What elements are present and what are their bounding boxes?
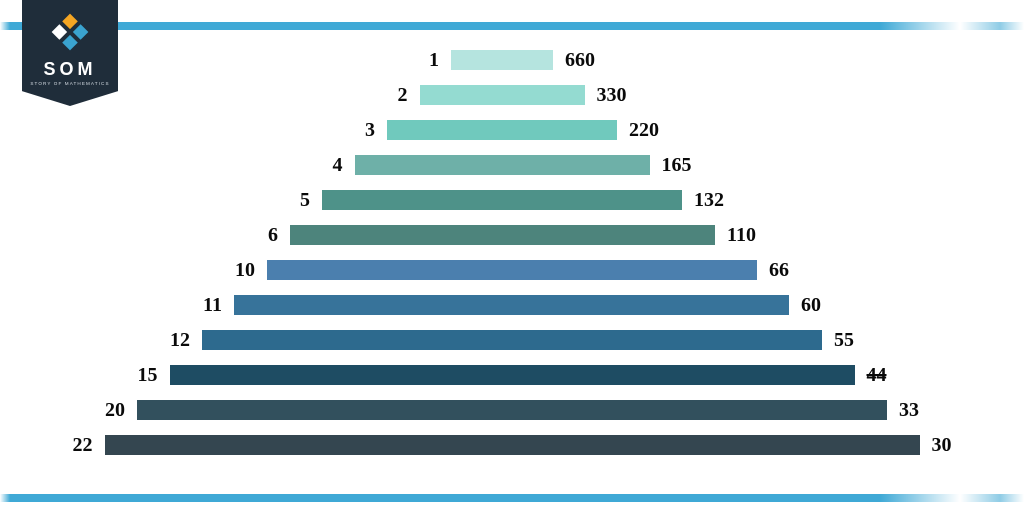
row-left-label: 15 — [138, 365, 158, 385]
chart-row: 3 220 — [0, 120, 1024, 140]
row-right-label: 33 — [899, 400, 919, 420]
row-bar — [267, 260, 757, 280]
chart-row: 2033 — [0, 400, 1024, 420]
row-left-label: 12 — [170, 330, 190, 350]
chart-row: 22 30 — [0, 435, 1024, 455]
row-right-label: 60 — [801, 295, 821, 315]
logo-quad-right — [73, 24, 89, 40]
logo-quad-top — [62, 14, 78, 30]
row-left-label: 3 — [365, 120, 375, 140]
row-left-label: 2 — [398, 85, 408, 105]
row-bar — [420, 85, 585, 105]
row-right-label: 55 — [834, 330, 854, 350]
row-bar — [290, 225, 715, 245]
factor-pyramid-chart: 1660233032204165513261101066116012551544… — [0, 50, 1024, 480]
row-right-label: 66 — [769, 260, 789, 280]
row-left-label: 1 — [429, 50, 439, 70]
row-right-label: 132 — [694, 190, 724, 210]
row-left-label: 10 — [235, 260, 255, 280]
chart-row: 10 66 — [0, 260, 1024, 280]
row-bar — [451, 50, 553, 70]
chart-row: 1660 — [0, 50, 1024, 70]
logo-quad-left — [52, 24, 68, 40]
row-left-label: 22 — [73, 435, 93, 455]
logo-quad-bottom — [62, 35, 78, 51]
chart-row: 5 132 — [0, 190, 1024, 210]
logo-mark-icon — [48, 10, 92, 54]
row-bar — [322, 190, 682, 210]
row-right-label: 220 — [629, 120, 659, 140]
row-left-label: 20 — [105, 400, 125, 420]
row-right-label: 165 — [662, 155, 692, 175]
row-right-label: 30 — [932, 435, 952, 455]
row-left-label: 6 — [268, 225, 278, 245]
top-stripe-fill — [0, 22, 1024, 30]
row-left-label: 4 — [333, 155, 343, 175]
bottom-stripe — [0, 494, 1024, 502]
row-bar — [170, 365, 855, 385]
chart-row: 12 55 — [0, 330, 1024, 350]
row-left-label: 5 — [300, 190, 310, 210]
logo: SOM STORY OF MATHEMATICS — [22, 0, 118, 106]
chart-row: 6 110 — [0, 225, 1024, 245]
row-right-label: 110 — [727, 225, 756, 245]
row-left-label: 11 — [203, 295, 222, 315]
row-bar — [355, 155, 650, 175]
row-bar — [387, 120, 617, 140]
row-bar — [137, 400, 887, 420]
chart-row: 2 330 — [0, 85, 1024, 105]
row-bar — [202, 330, 822, 350]
logo-text: SOM — [43, 60, 96, 78]
chart-row: 11 60 — [0, 295, 1024, 315]
chart-row: 4 165 — [0, 155, 1024, 175]
top-stripe — [0, 22, 1024, 30]
row-right-label: 44 — [867, 365, 887, 385]
page: SOM STORY OF MATHEMATICS 166023303220416… — [0, 0, 1024, 512]
row-right-label: 660 — [565, 50, 595, 70]
row-right-label: 330 — [597, 85, 627, 105]
logo-banner: SOM STORY OF MATHEMATICS — [22, 0, 118, 106]
row-bar — [105, 435, 920, 455]
logo-subtext: STORY OF MATHEMATICS — [30, 81, 109, 86]
bottom-stripe-fill — [0, 494, 1024, 502]
row-bar — [234, 295, 789, 315]
chart-row: 1544 — [0, 365, 1024, 385]
